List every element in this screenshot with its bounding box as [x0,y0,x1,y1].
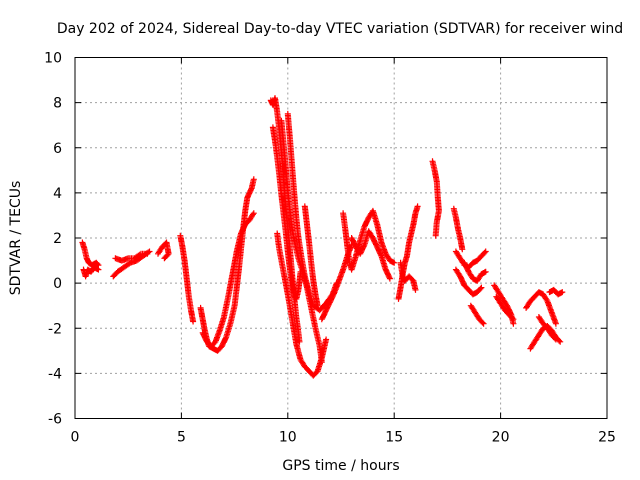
series-track-20 [429,158,442,239]
point-markers [199,210,257,350]
point-markers [177,232,197,325]
point-markers [397,259,419,293]
series-track-17 [348,228,393,282]
series-track-19 [397,259,419,293]
point-markers [452,266,485,298]
point-markers [429,158,442,239]
series-track-7 [197,176,257,354]
point-markers [79,239,102,269]
point-markers [155,239,172,262]
series-track-25 [467,302,487,327]
series-track-5 [155,239,172,262]
series-track-30 [535,314,559,343]
series-track-28 [523,289,559,327]
series-track-10 [269,124,304,302]
point-markers [197,176,257,354]
series-track-6 [177,232,197,325]
y-tick-label: 0 [53,276,62,292]
x-tick-label: 15 [385,430,403,446]
point-markers [301,203,321,309]
y-tick-label: 2 [53,231,62,247]
series-track-27 [493,293,517,323]
series-track-4 [112,250,151,264]
series-track-13 [301,203,321,309]
y-tick-label: -2 [48,321,62,337]
x-tick-label: 25 [598,430,616,446]
x-tick-label: 20 [492,430,510,446]
point-markers [535,314,559,343]
data-marks [79,95,566,379]
grid [75,57,607,419]
y-tick-label: 8 [53,96,62,112]
x-tick-label: 0 [71,430,80,446]
y-tick-label: 6 [53,141,62,157]
y-tick-label: 4 [53,186,62,202]
point-markers [523,289,559,327]
point-markers [467,302,487,327]
point-markers [80,264,102,280]
chart-title: Day 202 of 2024, Sidereal Day-to-day VTE… [57,21,623,37]
plot-frame [74,57,608,419]
x-tick-label: 5 [177,430,186,446]
y-tick-label: 10 [44,51,62,67]
series-track-23 [452,266,485,298]
point-markers [493,293,517,323]
point-markers [546,286,566,298]
y-tick-labels: -6 -4 -2 0 2 4 6 8 10 [44,51,62,428]
x-axis-label: GPS time / hours [282,458,399,474]
series-track-8 [199,210,257,350]
point-markers [450,205,466,253]
series-track-21 [450,205,466,253]
y-tick-label: -6 [48,412,62,428]
point-markers [274,230,330,379]
point-markers [284,110,340,314]
series-track-14 [274,230,330,379]
series-track-1 [79,239,102,269]
x-tick-label: 10 [279,430,297,446]
series-track-2 [80,264,102,280]
series-track-22 [452,248,489,271]
y-tick-label: -4 [48,366,62,382]
y-axis-label: SDTVAR / TECUs [8,181,24,296]
point-markers [348,228,393,282]
point-markers [461,259,489,284]
point-markers [112,250,151,264]
point-markers [452,248,489,271]
series-track-24 [461,259,489,284]
point-markers [269,124,304,302]
x-tick-labels: 0 5 10 15 20 25 [71,430,616,446]
series-track-12 [284,110,340,314]
series-track-31 [546,286,566,298]
